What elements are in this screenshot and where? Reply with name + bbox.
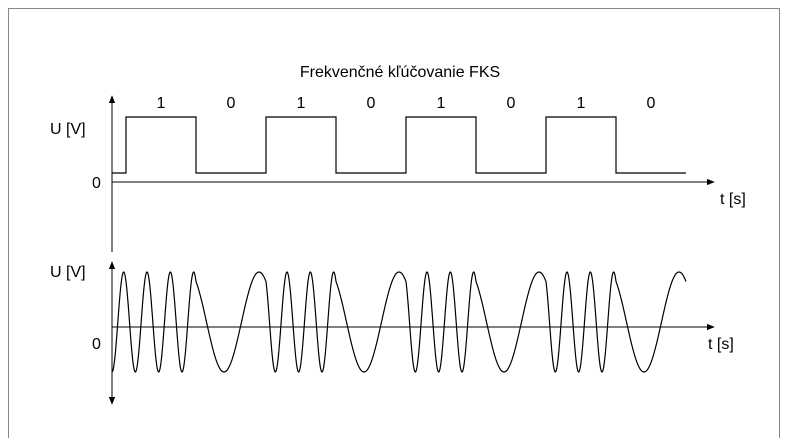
bit-label: 0 [647,95,656,112]
frame [8,8,780,438]
bit-label: 0 [227,95,236,112]
x-label: t [s] [720,191,746,208]
title: Frekvenčné kľúčovanie FKS [300,64,500,81]
bit-label: 0 [507,95,516,112]
bit-label: 1 [297,95,306,112]
origin-label: 0 [92,336,101,353]
fsk-wave [111,271,687,373]
bit-label: 1 [437,95,446,112]
bit-label: 1 [577,95,586,112]
y-label: U [V] [50,264,86,281]
y-label: U [V] [50,121,86,138]
origin-label: 0 [92,175,101,192]
x-label: t [s] [708,336,734,353]
bit-label: 1 [157,95,166,112]
square-wave [112,116,686,174]
bit-label: 0 [367,95,376,112]
